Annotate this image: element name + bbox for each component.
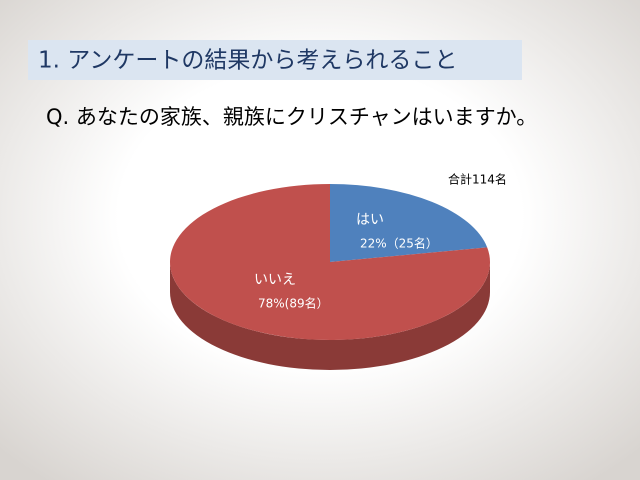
total-note: 合計114名: [448, 172, 507, 187]
question: Q. あなたの家族、親族にクリスチャンはいますか。: [46, 105, 537, 129]
slice: [169, 184, 490, 340]
value-label: 22%（25名）: [360, 235, 438, 250]
slice-side: [170, 262, 490, 370]
slice-label: いいえ: [254, 272, 296, 288]
pie-chart: はい 22%（25名） いいえ 78%(89名）: [169, 184, 490, 370]
slice: [330, 184, 488, 262]
slide-title: 1. アンケートの結果から考えられること: [38, 48, 457, 74]
title-bar: [28, 40, 522, 80]
slice-label: はい: [356, 212, 384, 228]
value-label: 78%(89名）: [258, 296, 329, 311]
